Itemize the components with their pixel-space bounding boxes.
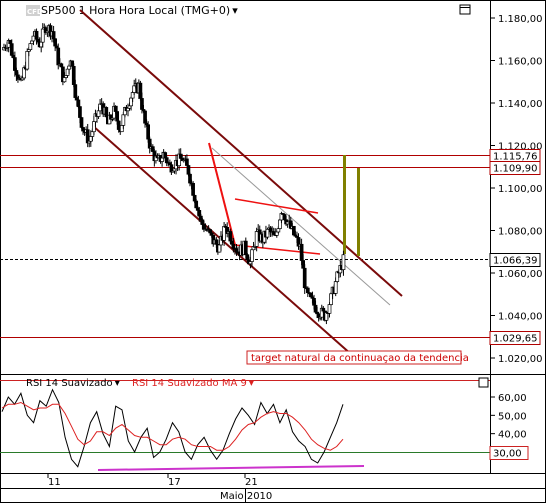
instrument-title[interactable]: SP500 1 Hora Hora Local (TMG+0) ▾ [41,4,238,17]
channel-upper-line[interactable] [79,9,403,297]
candle-body [185,158,189,166]
candle-body [327,304,332,314]
level-label: 1.066,39 [493,256,538,267]
candle-body [313,304,318,313]
price-tick-label: 1.100,00 [498,184,543,195]
candle-body [254,231,259,247]
candle-body [160,157,164,162]
candle-body [78,106,82,118]
time-axis: 11 17 21 [47,473,258,503]
candle-body [28,43,33,50]
rsi-ma-dropdown-icon[interactable]: ▾ [249,378,254,389]
price-tick-label: 1.140,00 [498,99,543,110]
rsi-title[interactable]: RSI 14 Suavizado ▾ [26,378,120,389]
instrument-name: SP500 [41,4,76,17]
candlestick-series [2,23,346,325]
candle-body [51,31,56,40]
candle-body [208,229,212,234]
horizontal-levels: 1.115,761.109,90 1.066,39 1.029,65 [0,149,541,345]
level-label-box [489,161,541,175]
interval-dropdown-icon[interactable]: ▾ [232,4,238,17]
candle-body [250,249,254,262]
time-axis-caption: Maio 2010 [220,491,272,502]
level-label-box [489,331,541,345]
candle-body [59,63,64,68]
target-annotation[interactable]: target natural da continuaçao da tendenc… [246,350,469,365]
time-tick-label: 17 [168,477,181,488]
rsi-tick-label: 40,00 [498,430,527,441]
candle-body [309,292,313,298]
rsi-ma-line [1,401,344,451]
candle-body [282,214,287,221]
candle-body [14,70,19,76]
logo-badge [26,5,40,16]
price-tick-label: 1.080,00 [498,227,543,238]
price-tick-label: 1.120,00 [498,142,543,153]
candle-body [329,293,333,305]
level-label: 1.029,65 [493,334,538,345]
window-restore-icon[interactable] [459,4,471,15]
pennant-lower-line[interactable] [234,244,321,255]
annotation-box [246,350,462,365]
time-tick-label: 21 [245,477,258,488]
candle-body [243,240,248,256]
price-tick-label: 1.180,00 [498,14,543,25]
price-tick-label: 1.040,00 [498,312,543,323]
rsi-header: RSI 14 Suavizado ▾ RSI 14 Suavizado MA 9 ▾ [26,377,489,389]
channel-mid-line[interactable] [211,147,391,306]
level-label: 1.109,90 [493,164,538,175]
interval-label: 1 Hora Hora Local (TMG+0) [79,4,231,17]
price-tick-label: 1.060,00 [498,269,543,280]
rsi-dropdown-icon[interactable]: ▾ [115,378,120,389]
time-tick-label: 11 [48,477,61,488]
rsi-tick-label: 50,00 [498,411,527,422]
candle-body [278,219,282,229]
candle-body [36,38,40,43]
candle-body [305,287,310,294]
chart-header: CFD SP500 1 Hora Hora Local (TMG+0) ▾ [26,4,471,17]
rsi-series-name: RSI 14 Suavizado [26,378,113,389]
pennant-pole[interactable] [208,142,236,246]
candle-body [79,117,84,128]
candle-body [301,260,305,269]
candle-body [333,281,338,294]
rsi-level-label: 30,00 [493,449,522,460]
price-tick-label: 1.020,00 [498,354,543,365]
price-axis: 1.020,00 1.040,00 1.060,00 1.080,00 1.100,00… [490,14,543,365]
candle-body [76,99,81,107]
level-label-box [489,253,541,267]
rsi-tick-label: 60,00 [498,393,527,404]
price-tick-label: 1.160,00 [498,57,543,68]
rsi-ma-title[interactable]: RSI 14 Suavizado MA 9 ▾ [132,378,254,389]
candle-body [341,254,346,270]
candle-body [191,182,195,196]
rsi-divergence-line[interactable] [97,465,365,471]
candle-body [274,231,279,236]
candle-body [321,307,326,312]
level-label: 1.115,76 [493,152,538,163]
logo-text: CFD [27,8,43,16]
rsi-ma-series-name: RSI 14 Suavizado MA 9 [132,378,247,389]
rsi-lines [1,388,344,468]
candle-body [67,65,71,70]
rsi-line [1,388,344,468]
trend-drawings [79,9,403,356]
pennant-upper-line[interactable] [234,198,319,214]
rsi-level-box [489,446,529,460]
rsi-close-box[interactable] [478,377,489,388]
candle-body [302,267,307,289]
candle-body [115,111,120,122]
annotation-text: target natural da continuaçao da tendenc… [251,353,469,364]
